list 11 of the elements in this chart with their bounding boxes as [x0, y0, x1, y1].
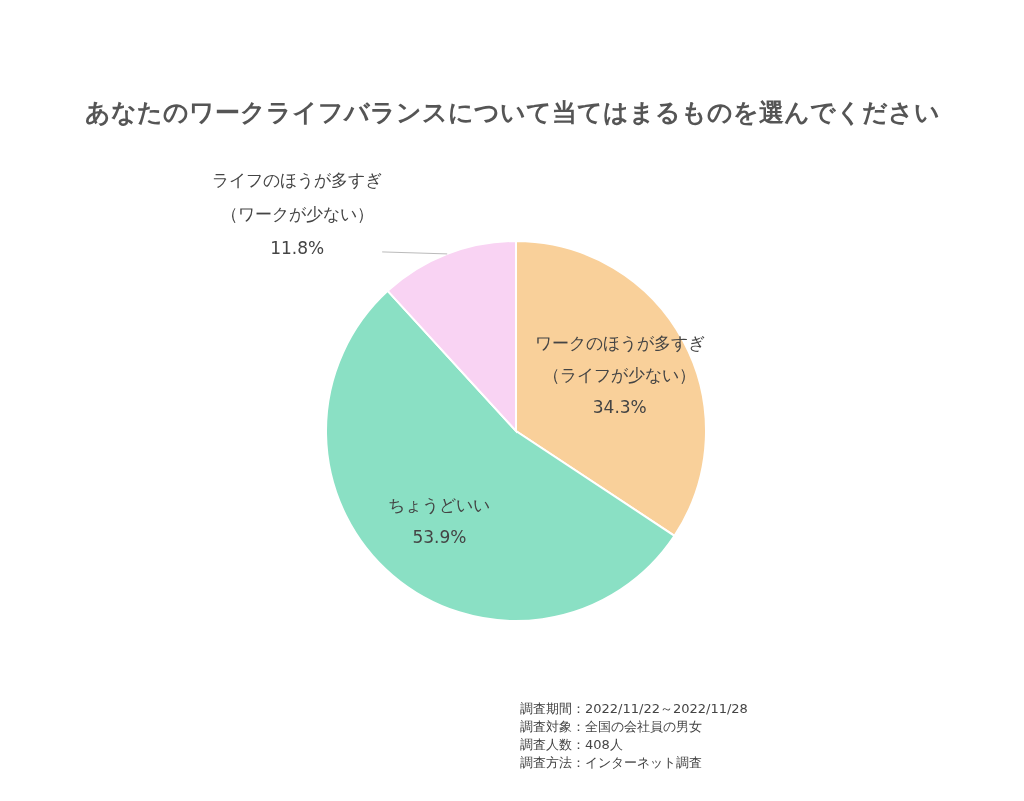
slice-label: ワークのほうが多すぎ（ライフが少ない）	[534, 333, 705, 386]
text: 調査対象：全国の会社員の男女	[520, 718, 703, 736]
text: 調査方法：インターネット調査	[520, 754, 703, 772]
chart-title: あなたのワークライフバランスについて当てはまるものを選んでください	[83, 97, 941, 129]
text: 調査期間：2022/11/22～2022/11/28	[520, 700, 748, 718]
text: 調査人数：408人	[520, 736, 624, 754]
slice-label: ちょうどいい	[388, 494, 491, 515]
data-label: 53.9%	[412, 526, 467, 547]
data-label: 34.3%	[592, 397, 647, 418]
slice-label: ライフのほうが多すぎ（ワークが少ない）	[212, 169, 383, 224]
data-label: 11.8%	[270, 237, 325, 258]
